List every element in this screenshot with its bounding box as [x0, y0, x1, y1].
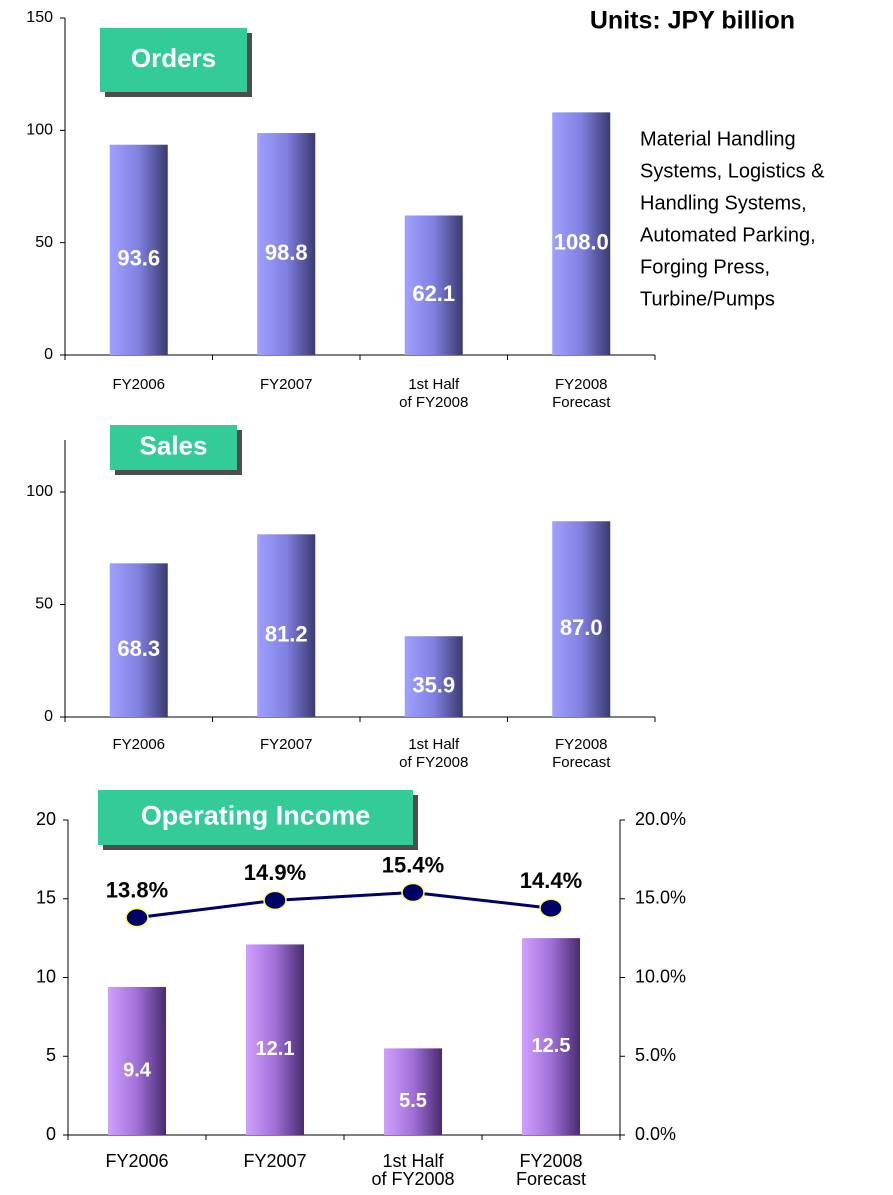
- description-line: Systems, Logistics &: [640, 160, 825, 182]
- y-tick-label: 0: [44, 708, 53, 725]
- bar: [552, 112, 611, 355]
- bar-value-label: 62.1: [412, 281, 455, 306]
- bar-value-label: 87.0: [560, 615, 603, 640]
- bar: [257, 534, 316, 717]
- y2-tick-label: 15.0%: [635, 888, 686, 908]
- line-marker: [263, 890, 287, 911]
- line-marker: [539, 898, 563, 918]
- y2-tick-label: 0.0%: [635, 1124, 676, 1144]
- bar-value-label: 68.3: [117, 636, 160, 661]
- description-line: Automated Parking,: [640, 224, 816, 246]
- bar: [246, 944, 304, 1135]
- bar-value-label: 81.2: [265, 621, 308, 646]
- bar: [552, 521, 611, 717]
- bar: [522, 938, 580, 1135]
- bar-value-label: 93.6: [117, 246, 160, 271]
- line-value-label: 15.4%: [382, 852, 444, 877]
- bar: [404, 636, 463, 717]
- description-line: Material Handling: [640, 128, 796, 150]
- bar-value-label: 108.0: [554, 229, 609, 254]
- title-box: [110, 425, 237, 470]
- chart-title: Sales: [140, 430, 208, 460]
- bar-value-label: 5.5: [399, 1090, 427, 1112]
- y-tick-label: 15: [36, 888, 56, 908]
- description-line: Forging Press,: [640, 256, 770, 278]
- x-tick-label: FY2008 Forecast: [516, 1151, 586, 1189]
- title-box: [100, 28, 247, 92]
- bar: [257, 133, 316, 355]
- line-value-label: 14.9%: [244, 860, 306, 885]
- description-line: Handling Systems,: [640, 192, 807, 214]
- line-value-label: 14.4%: [520, 868, 582, 893]
- title-box: [98, 790, 413, 845]
- x-tick-label: 1st Half of FY2008: [399, 736, 468, 771]
- units-note: Units: JPY billion: [590, 7, 795, 35]
- chart-title: Operating Income: [141, 801, 371, 831]
- line-marker: [125, 907, 149, 928]
- bar-value-label: 12.1: [256, 1038, 295, 1060]
- bar: [109, 563, 168, 717]
- y-tick-label: 100: [26, 122, 53, 139]
- y-tick-label: 0: [44, 346, 53, 363]
- y-tick-label: 50: [35, 596, 53, 613]
- bar: [108, 986, 166, 1135]
- chart-title: Orders: [131, 43, 216, 73]
- x-tick-label: FY2007: [260, 376, 313, 393]
- x-tick-label: FY2006: [105, 1151, 168, 1171]
- x-tick-label: FY2007: [243, 1151, 306, 1171]
- y2-tick-label: 20.0%: [635, 809, 686, 829]
- line-marker: [401, 882, 425, 903]
- line: [136, 890, 552, 920]
- x-tick-label: FY2007: [260, 736, 313, 753]
- y-tick-label: 10: [36, 966, 56, 986]
- y-tick-label: 0: [46, 1124, 56, 1144]
- bar-value-label: 12.5: [532, 1035, 571, 1057]
- bar-value-label: 9.4: [123, 1059, 152, 1081]
- bar-value-label: 35.9: [412, 672, 455, 697]
- y-tick-label: 5: [46, 1045, 56, 1065]
- x-tick-label: FY2006: [112, 736, 165, 753]
- x-tick-label: FY2006: [112, 376, 165, 393]
- bar: [109, 144, 168, 355]
- x-tick-label: FY2008 Forecast: [552, 376, 611, 411]
- description-line: Turbine/Pumps: [640, 288, 775, 310]
- line-value-label: 13.8%: [106, 877, 168, 902]
- x-tick-label: 1st Half of FY2008: [371, 1151, 454, 1189]
- y2-tick-label: 5.0%: [635, 1045, 676, 1065]
- y-tick-label: 50: [35, 234, 53, 251]
- y2-tick-label: 10.0%: [635, 966, 686, 986]
- x-tick-label: 1st Half of FY2008: [399, 376, 468, 411]
- x-tick-label: FY2008 Forecast: [552, 736, 611, 771]
- bar: [404, 215, 463, 355]
- y-tick-label: 100: [26, 483, 53, 500]
- y-tick-label: 150: [26, 9, 53, 26]
- y-tick-label: 20: [36, 809, 56, 829]
- bar: [384, 1048, 442, 1135]
- bar-value-label: 98.8: [265, 240, 308, 265]
